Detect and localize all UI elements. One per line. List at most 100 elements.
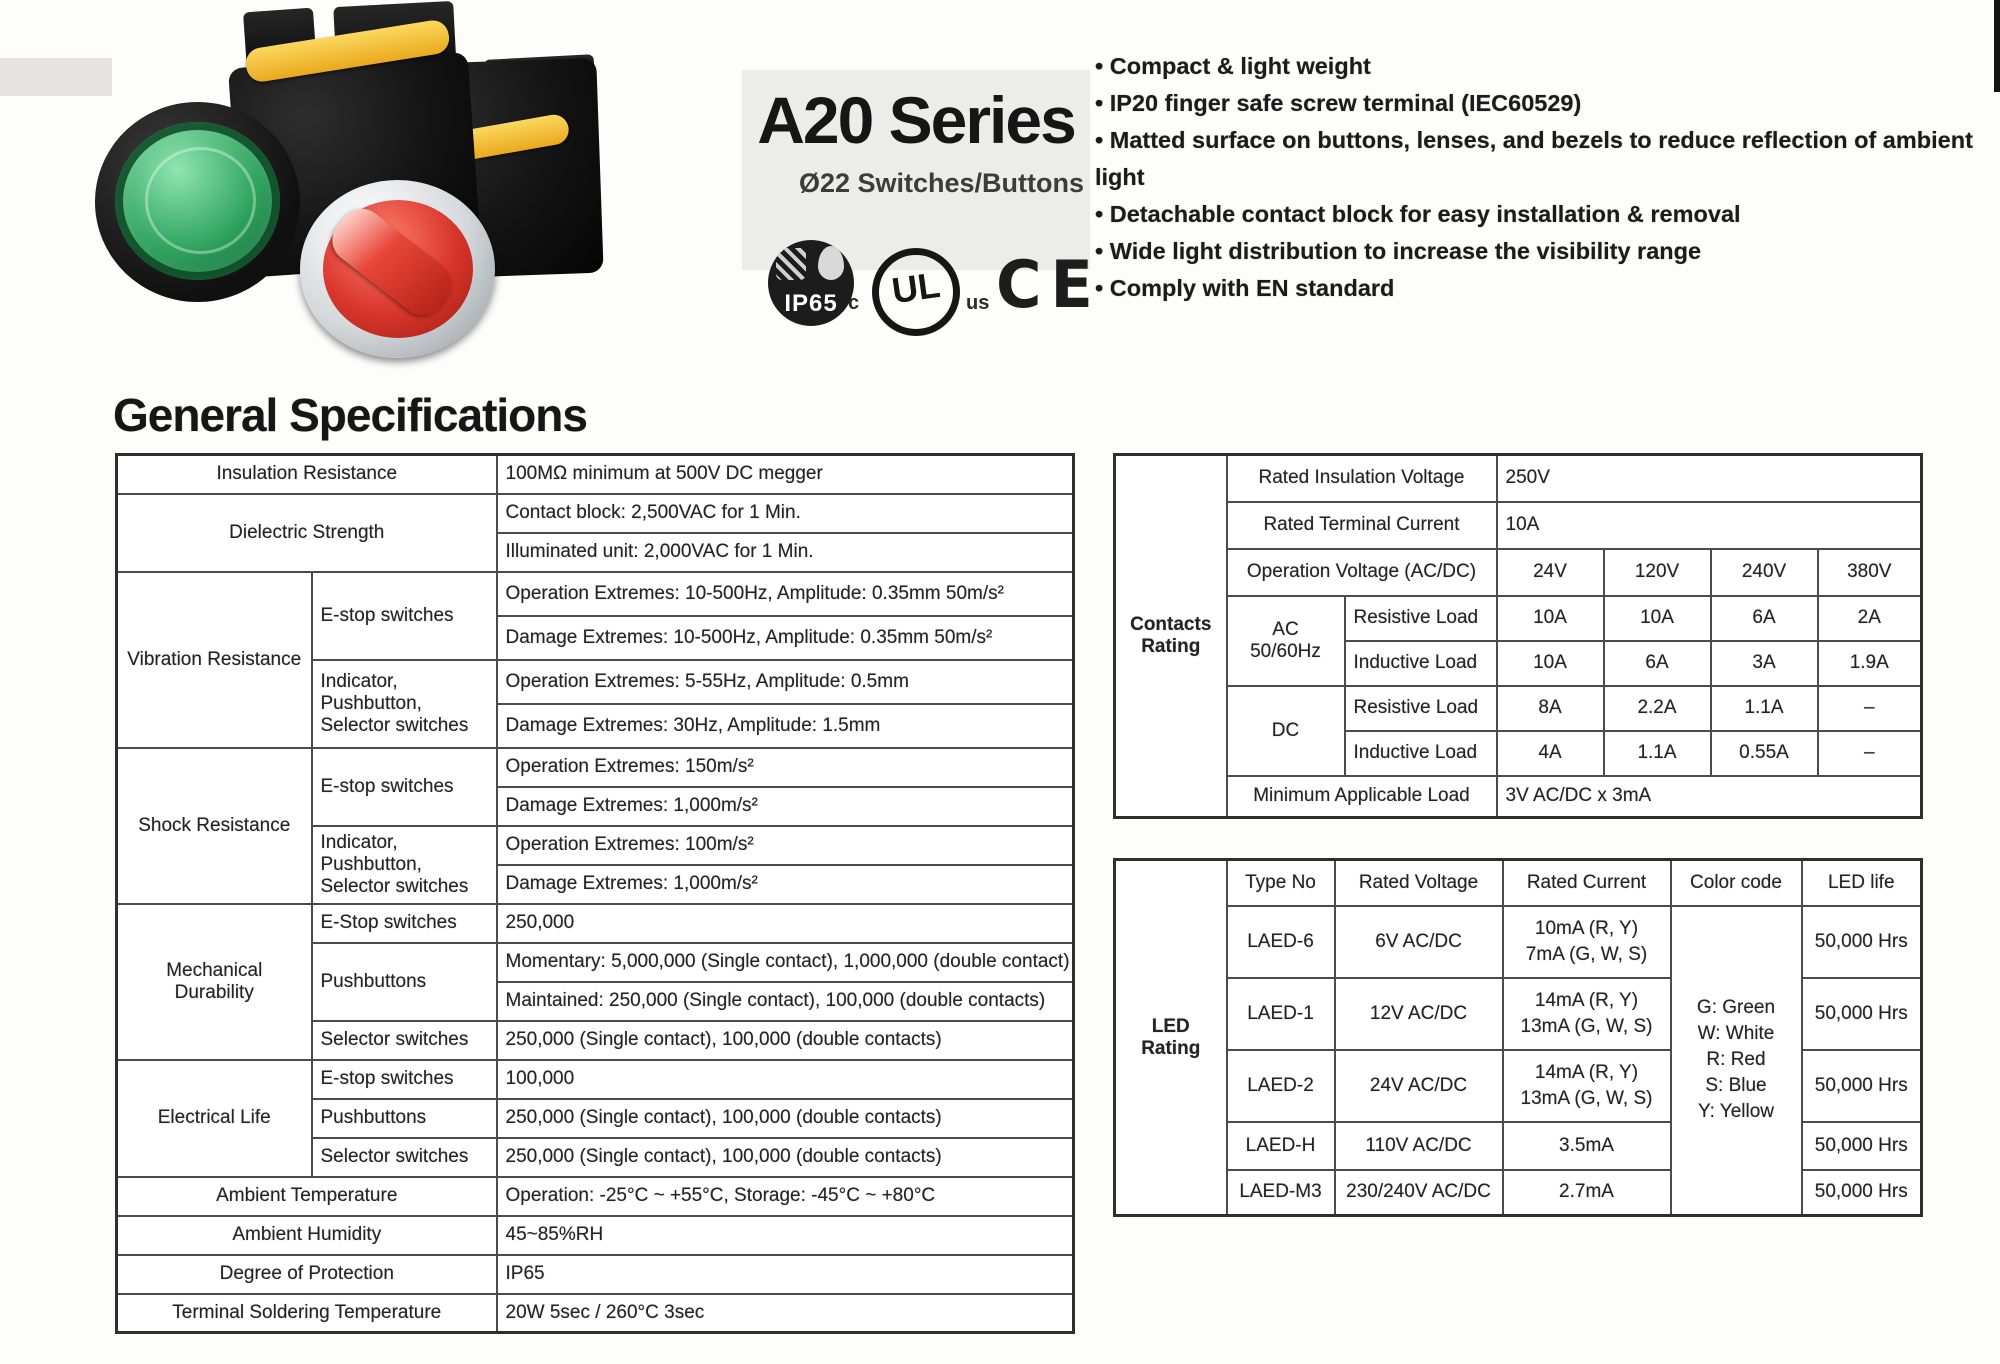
ip65-label: IP65 xyxy=(784,290,838,317)
spec-label: Electrical Life xyxy=(115,1058,313,1178)
spec-label: Rated Insulation Voltage xyxy=(1225,453,1498,503)
led-current-line: 14mA (R, Y) xyxy=(1534,989,1639,1011)
color-code-cell: G: Green W: White R: Red S: Blue Y: Yell… xyxy=(1669,904,1803,1217)
column-header: Color code xyxy=(1669,858,1803,907)
led-type: LAED-2 xyxy=(1225,1048,1336,1123)
spec-value: Illuminated unit: 2,000VAC for 1 Min. xyxy=(495,531,1075,573)
spec-sublabel: Indicator, Pushbutton, Selector switches xyxy=(310,824,498,905)
product-photo xyxy=(95,0,625,358)
spec-value: 100MΩ minimum at 500V DC megger xyxy=(495,453,1075,495)
contacts-rating-title: Contacts Rating xyxy=(1113,453,1228,819)
spec-value: 250,000 xyxy=(495,902,1075,944)
spec-label: Mechanical Durability xyxy=(115,902,313,1061)
color-code-line: W: White xyxy=(1697,1023,1775,1045)
spec-label: Shock Resistance xyxy=(115,746,313,905)
feature-item: IP20 finger safe screw terminal (IEC6052… xyxy=(1095,85,1975,122)
led-current-line: 7mA (G, W, S) xyxy=(1525,943,1648,965)
spec-label: Dielectric Strength xyxy=(115,492,498,573)
spec-label: Insulation Resistance xyxy=(115,453,498,495)
spec-label: Minimum Applicable Load xyxy=(1225,774,1498,819)
led-current-line: 13mA (G, W, S) xyxy=(1520,1015,1653,1037)
led-life: 50,000 Hrs xyxy=(1800,1048,1923,1123)
spec-sublabel: Pushbuttons xyxy=(310,1097,498,1139)
scan-artifact-band xyxy=(0,58,112,96)
ul-us-label: us xyxy=(966,292,990,314)
rating-value: 6A xyxy=(1709,594,1819,642)
led-life: 50,000 Hrs xyxy=(1800,904,1923,979)
led-current: 2.7mA xyxy=(1501,1168,1672,1217)
rating-value: 10A xyxy=(1495,594,1605,642)
spec-sublabel: E-stop switches xyxy=(310,570,498,661)
load-type-label: Inductive Load xyxy=(1343,729,1498,777)
water-protection-icon xyxy=(818,246,844,280)
scan-artifact-edge xyxy=(1994,0,2000,92)
spec-label: Ambient Humidity xyxy=(115,1214,498,1256)
led-type: LAED-1 xyxy=(1225,976,1336,1051)
spec-value: Damage Extremes: 1,000m/s² xyxy=(495,863,1075,905)
ul-label: UL xyxy=(889,263,943,312)
spec-sublabel: Indicator, Pushbutton, Selector switches xyxy=(310,658,498,749)
column-header: LED life xyxy=(1800,858,1923,907)
color-code-line: G: Green xyxy=(1696,997,1776,1019)
page-subtitle: Ø22 Switches/Buttons xyxy=(798,168,1084,198)
led-life: 50,000 Hrs xyxy=(1800,1120,1923,1171)
led-voltage: 230/240V AC/DC xyxy=(1333,1168,1504,1217)
feature-item: Wide light distribution to increase the … xyxy=(1095,233,1975,270)
spec-value: 100,000 xyxy=(495,1058,1075,1100)
spec-value: 250,000 (Single contact), 100,000 (doubl… xyxy=(495,1019,1075,1061)
rating-value: 4A xyxy=(1495,729,1605,777)
spec-sublabel: Pushbuttons xyxy=(310,941,498,1022)
spec-value: Damage Extremes: 30Hz, Amplitude: 1.5mm xyxy=(495,702,1075,749)
rating-value: 10A xyxy=(1602,594,1712,642)
rating-value: 2A xyxy=(1816,594,1923,642)
spec-sublabel: E-stop switches xyxy=(310,1058,498,1100)
led-voltage: 6V AC/DC xyxy=(1333,904,1504,979)
led-life: 50,000 Hrs xyxy=(1800,1168,1923,1217)
button-lens xyxy=(144,147,257,255)
color-code-line: S: Blue xyxy=(1705,1075,1767,1097)
spec-value: Damage Extremes: 10-500Hz, Amplitude: 0.… xyxy=(495,614,1075,661)
rating-value: – xyxy=(1816,684,1923,732)
rating-value: 6A xyxy=(1602,639,1712,687)
spec-value: 20W 5sec / 260°C 3sec xyxy=(495,1292,1075,1334)
page-title: A20 Series xyxy=(757,83,1077,157)
feature-list: Compact & light weight IP20 finger safe … xyxy=(1095,48,1975,307)
feature-item: Compact & light weight xyxy=(1095,48,1975,85)
spec-value: Operation: -25°C ~ +55°C, Storage: -45°C… xyxy=(495,1175,1075,1217)
feature-item: Matted surface on buttons, lenses, and b… xyxy=(1095,122,1975,196)
spec-value: IP65 xyxy=(495,1253,1075,1295)
column-header: Rated Current xyxy=(1501,858,1672,907)
load-type-label: Resistive Load xyxy=(1343,684,1498,732)
led-voltage: 24V AC/DC xyxy=(1333,1048,1504,1123)
spec-value: Contact block: 2,500VAC for 1 Min. xyxy=(495,492,1075,534)
spec-value: Maintained: 250,000 (Single contact), 10… xyxy=(495,980,1075,1022)
green-pushbutton xyxy=(115,122,280,280)
spec-value: 10A xyxy=(1495,500,1923,550)
spec-label: Vibration Resistance xyxy=(115,570,313,749)
spec-value: Damage Extremes: 1,000m/s² xyxy=(495,785,1075,827)
voltage-header: 380V xyxy=(1816,547,1923,597)
led-type: LAED-6 xyxy=(1225,904,1336,979)
rating-value: 10A xyxy=(1495,639,1605,687)
voltage-header: 24V xyxy=(1495,547,1605,597)
spec-value: Operation Extremes: 5-55Hz, Amplitude: 0… xyxy=(495,658,1075,705)
load-type-label: Inductive Load xyxy=(1343,639,1498,687)
spec-value: Operation Extremes: 10-500Hz, Amplitude:… xyxy=(495,570,1075,617)
spec-value: 3V AC/DC x 3mA xyxy=(1495,774,1923,819)
led-current-line: 13mA (G, W, S) xyxy=(1520,1087,1653,1109)
spec-value: Operation Extremes: 150m/s² xyxy=(495,746,1075,788)
led-life: 50,000 Hrs xyxy=(1800,976,1923,1051)
color-code-line: Y: Yellow xyxy=(1697,1101,1775,1123)
spec-sublabel: E-stop switches xyxy=(310,746,498,827)
color-code-line: R: Red xyxy=(1706,1049,1766,1071)
spec-value: Momentary: 5,000,000 (Single contact), 1… xyxy=(495,941,1075,983)
feature-item: Comply with EN standard xyxy=(1095,270,1975,307)
load-type-label: Resistive Load xyxy=(1343,594,1498,642)
dc-label: DC xyxy=(1225,684,1346,777)
led-current-line: 14mA (R, Y) xyxy=(1534,1061,1639,1083)
contacts-rating-table: Contacts Rating Rated Insulation Voltage… xyxy=(1113,453,1923,819)
spec-label: Operation Voltage (AC/DC) xyxy=(1225,547,1498,597)
spec-sublabel: Selector switches xyxy=(310,1019,498,1061)
general-specifications-table: Insulation Resistance 100MΩ minimum at 5… xyxy=(115,453,1076,1334)
